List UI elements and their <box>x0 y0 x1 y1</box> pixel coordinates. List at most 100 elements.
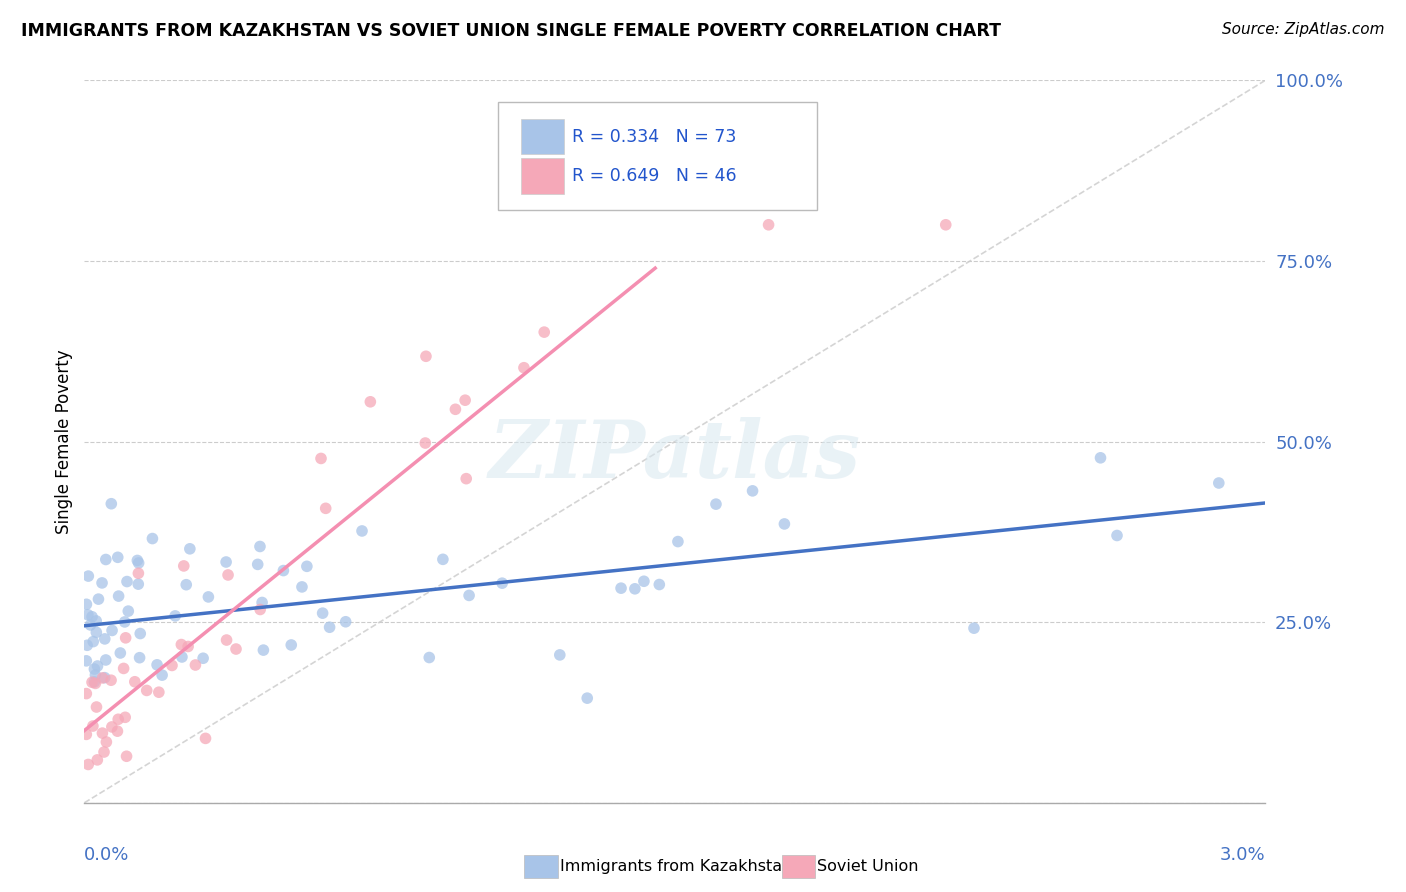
Point <box>1090 450 1112 465</box>
Point <box>80 675 103 690</box>
Point <box>127 577 149 591</box>
Point <box>75 597 97 611</box>
FancyBboxPatch shape <box>522 158 564 194</box>
Point <box>280 638 302 652</box>
Point <box>107 724 129 739</box>
Point <box>84 676 107 690</box>
Point <box>1208 475 1230 490</box>
Point <box>548 648 571 662</box>
Point <box>84 668 107 682</box>
Point <box>576 691 599 706</box>
Point <box>94 552 117 566</box>
Text: Immigrants from Kazakhstan: Immigrants from Kazakhstan <box>560 859 792 873</box>
Point <box>91 726 114 740</box>
Point <box>93 745 115 759</box>
Point <box>115 749 138 764</box>
Point <box>295 559 318 574</box>
Point <box>458 589 481 603</box>
Point <box>101 624 124 638</box>
Point <box>225 642 247 657</box>
Point <box>215 633 238 648</box>
Point <box>432 552 454 566</box>
Point <box>533 325 555 339</box>
Point <box>77 607 100 622</box>
Point <box>100 673 122 688</box>
Point <box>194 731 217 746</box>
Point <box>100 497 122 511</box>
FancyBboxPatch shape <box>498 102 817 211</box>
Point <box>315 501 337 516</box>
Text: ZIPatlas: ZIPatlas <box>489 417 860 495</box>
Point <box>117 604 139 618</box>
Point <box>82 634 104 648</box>
Point <box>86 625 108 640</box>
Point <box>76 638 98 652</box>
Point <box>94 632 117 646</box>
Point <box>418 650 440 665</box>
Point <box>128 556 150 570</box>
Point <box>1105 528 1128 542</box>
Point <box>491 576 513 591</box>
Point <box>215 555 238 569</box>
Point <box>79 618 101 632</box>
Point <box>773 516 796 531</box>
Point <box>318 620 340 634</box>
Point <box>170 638 193 652</box>
Point <box>648 577 671 591</box>
Point <box>101 720 124 734</box>
Point <box>935 218 957 232</box>
Point <box>114 615 136 629</box>
Point <box>246 558 269 572</box>
Point <box>96 735 118 749</box>
Point <box>179 541 201 556</box>
Point <box>170 650 193 665</box>
Point <box>160 658 183 673</box>
Point <box>84 614 107 628</box>
Point <box>249 602 271 616</box>
Point <box>666 534 689 549</box>
Point <box>633 574 655 589</box>
Point <box>127 553 149 567</box>
Y-axis label: Single Female Poverty: Single Female Poverty <box>55 350 73 533</box>
Point <box>741 483 763 498</box>
Point <box>135 683 157 698</box>
Point <box>127 566 149 581</box>
Point <box>415 349 437 363</box>
Point <box>165 608 187 623</box>
Point <box>704 497 727 511</box>
Text: 0.0%: 0.0% <box>84 847 129 864</box>
Point <box>86 659 108 673</box>
Point <box>146 657 169 672</box>
Point <box>129 626 152 640</box>
Point <box>112 661 135 675</box>
Text: IMMIGRANTS FROM KAZAKHSTAN VS SOVIET UNION SINGLE FEMALE POVERTY CORRELATION CHA: IMMIGRANTS FROM KAZAKHSTAN VS SOVIET UNI… <box>21 22 1001 40</box>
Point <box>115 574 138 589</box>
Point <box>93 671 115 685</box>
Point <box>610 581 633 595</box>
Point <box>624 582 647 596</box>
Point <box>454 393 477 408</box>
Text: R = 0.334   N = 73: R = 0.334 N = 73 <box>572 128 737 145</box>
Text: Soviet Union: Soviet Union <box>817 859 918 873</box>
Point <box>110 646 132 660</box>
Point <box>94 653 117 667</box>
Point <box>197 590 219 604</box>
Point <box>350 524 373 538</box>
Point <box>107 550 129 565</box>
Point <box>184 658 207 673</box>
Point <box>86 753 108 767</box>
Point <box>249 540 271 554</box>
Point <box>758 218 780 232</box>
Text: Source: ZipAtlas.com: Source: ZipAtlas.com <box>1222 22 1385 37</box>
Point <box>75 654 97 668</box>
Point <box>252 643 274 657</box>
Point <box>77 569 100 583</box>
Point <box>87 592 110 607</box>
Point <box>141 532 163 546</box>
Point <box>91 671 114 685</box>
Point <box>291 580 314 594</box>
Point <box>80 609 103 624</box>
FancyBboxPatch shape <box>522 119 564 154</box>
Point <box>114 631 136 645</box>
Point <box>83 662 105 676</box>
